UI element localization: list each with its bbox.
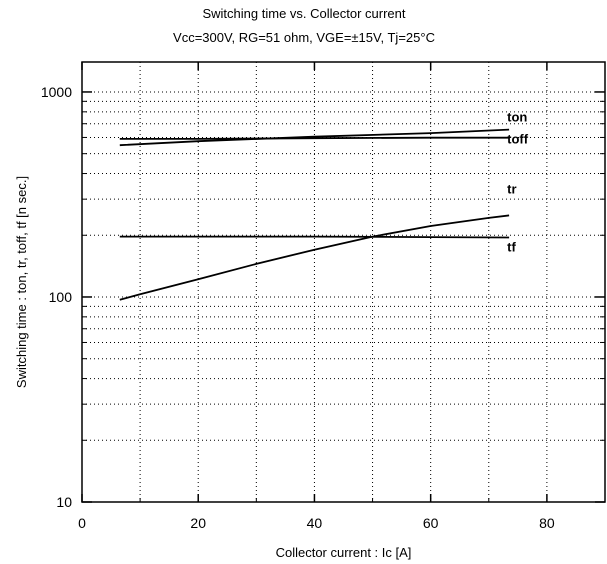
series-line-tf [120, 237, 509, 238]
y-tick-label: 100 [49, 289, 73, 305]
series-label-toff: toff [507, 132, 529, 147]
series-label-ton: ton [507, 110, 527, 125]
x-tick-label: 80 [539, 515, 555, 531]
plot-frame [82, 62, 605, 502]
y-axis-label: Switching time : ton, tr, toff, tf [n se… [14, 176, 29, 388]
y-tick-label: 1000 [41, 84, 72, 100]
x-tick-label: 60 [423, 515, 439, 531]
series-label-tf: tf [507, 240, 516, 255]
series-line-tr [120, 215, 509, 299]
series-labels: ton toff tr tf [507, 110, 529, 255]
y-tick-label: 10 [56, 494, 72, 510]
series-label-tr: tr [507, 181, 516, 196]
x-tick-label: 20 [190, 515, 206, 531]
grid [82, 62, 605, 502]
x-axis-label: Collector current : Ic [A] [276, 545, 412, 560]
x-tick-label: 40 [307, 515, 323, 531]
x-tick-label: 0 [78, 515, 86, 531]
